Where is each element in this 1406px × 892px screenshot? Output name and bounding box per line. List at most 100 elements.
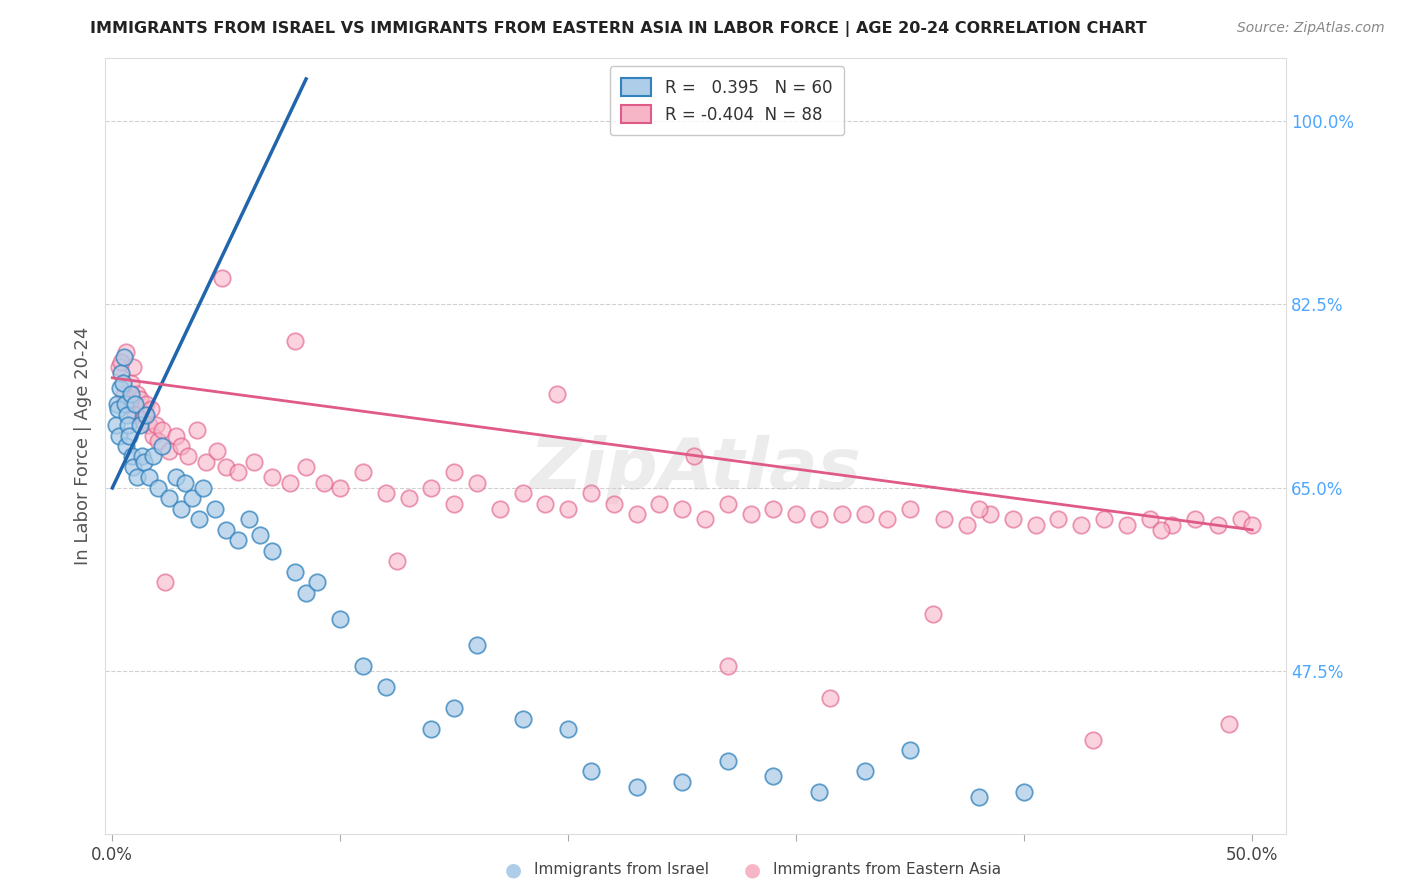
- Text: Source: ZipAtlas.com: Source: ZipAtlas.com: [1237, 21, 1385, 35]
- Point: [111, 376, 134, 390]
- Point: [135, 408, 157, 422]
- Point: [1206, 517, 1229, 532]
- Point: [853, 507, 876, 521]
- Point: [740, 507, 762, 521]
- Point: [717, 754, 740, 768]
- Point: [142, 428, 165, 442]
- Point: [465, 475, 488, 490]
- Text: Immigrants from Israel: Immigrants from Israel: [534, 863, 709, 877]
- Point: [898, 743, 921, 757]
- Point: [831, 507, 853, 521]
- Point: [117, 397, 139, 411]
- Point: [115, 344, 138, 359]
- Point: [1184, 512, 1206, 526]
- Point: [934, 512, 956, 526]
- Point: [626, 507, 648, 521]
- Point: [105, 397, 128, 411]
- Point: [762, 502, 785, 516]
- Point: [1115, 517, 1137, 532]
- Point: [820, 690, 842, 705]
- Point: [693, 512, 716, 526]
- Point: [181, 491, 204, 506]
- Point: [512, 486, 534, 500]
- Point: [226, 465, 249, 479]
- Point: [762, 769, 785, 783]
- Point: [145, 417, 167, 432]
- Point: [374, 680, 396, 694]
- Point: [443, 497, 465, 511]
- Point: [314, 475, 336, 490]
- Point: [295, 460, 318, 475]
- Point: [120, 376, 142, 390]
- Point: [1092, 512, 1115, 526]
- Point: [979, 507, 1001, 521]
- Point: [135, 397, 157, 411]
- Point: [352, 465, 374, 479]
- Point: [157, 491, 180, 506]
- Text: ZipAtlas: ZipAtlas: [530, 434, 862, 504]
- Point: [117, 417, 139, 432]
- Point: [226, 533, 249, 548]
- Point: [682, 450, 704, 464]
- Point: [131, 413, 153, 427]
- Point: [215, 460, 238, 475]
- Legend: R =   0.395   N = 60, R = -0.404  N = 88: R = 0.395 N = 60, R = -0.404 N = 88: [610, 66, 844, 136]
- Point: [114, 397, 136, 411]
- Point: [557, 502, 579, 516]
- Point: [146, 481, 169, 495]
- Point: [249, 528, 271, 542]
- Point: [118, 428, 141, 442]
- Point: [489, 502, 512, 516]
- Point: [1014, 785, 1036, 799]
- Point: [170, 502, 193, 516]
- Point: [260, 470, 283, 484]
- Point: [120, 386, 142, 401]
- Point: [876, 512, 898, 526]
- Point: [465, 638, 488, 652]
- Point: [121, 460, 143, 475]
- Point: [284, 334, 307, 348]
- Point: [165, 428, 187, 442]
- Point: [186, 423, 208, 437]
- Point: [546, 386, 568, 401]
- Y-axis label: In Labor Force | Age 20-24: In Labor Force | Age 20-24: [73, 326, 91, 566]
- Point: [107, 402, 129, 417]
- Point: [443, 701, 465, 715]
- Point: [128, 392, 150, 406]
- Point: [329, 612, 352, 626]
- Point: [1025, 517, 1047, 532]
- Point: [142, 450, 165, 464]
- Point: [211, 271, 233, 285]
- Point: [108, 360, 131, 375]
- Point: [124, 397, 146, 411]
- Point: [110, 381, 132, 395]
- Point: [967, 790, 990, 805]
- Point: [671, 774, 693, 789]
- Point: [204, 502, 226, 516]
- Point: [139, 402, 162, 417]
- Point: [187, 512, 209, 526]
- Point: [138, 470, 160, 484]
- Point: [387, 554, 409, 568]
- Text: IMMIGRANTS FROM ISRAEL VS IMMIGRANTS FROM EASTERN ASIA IN LABOR FORCE | AGE 20-2: IMMIGRANTS FROM ISRAEL VS IMMIGRANTS FRO…: [90, 21, 1147, 37]
- Point: [131, 450, 153, 464]
- Point: [260, 544, 283, 558]
- Point: [104, 417, 127, 432]
- Point: [1139, 512, 1161, 526]
- Point: [194, 455, 217, 469]
- Point: [176, 450, 198, 464]
- Point: [124, 408, 146, 422]
- Point: [671, 502, 693, 516]
- Point: [603, 497, 626, 511]
- Point: [717, 497, 740, 511]
- Point: [121, 360, 143, 375]
- Point: [134, 455, 156, 469]
- Point: [242, 455, 264, 469]
- Point: [420, 481, 443, 495]
- Point: [717, 659, 740, 673]
- Point: [967, 502, 990, 516]
- Point: [1001, 512, 1024, 526]
- Point: [115, 408, 138, 422]
- Point: [579, 486, 602, 500]
- Point: [138, 417, 160, 432]
